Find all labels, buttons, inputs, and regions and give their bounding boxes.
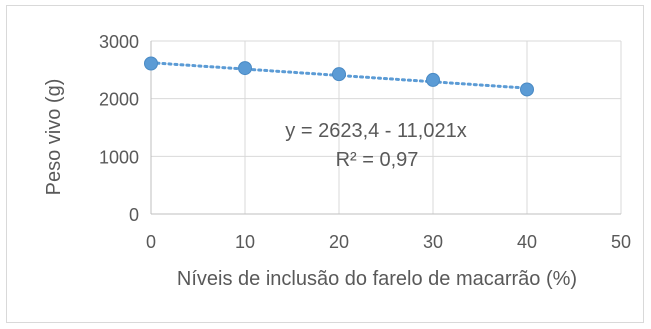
- y-tick-labels: 0 1000 2000 3000: [99, 32, 139, 225]
- data-point: [332, 67, 346, 82]
- r-squared-label: R² = 0,97: [336, 149, 419, 171]
- x-tick-label: 30: [423, 232, 443, 252]
- y-axis-label: Peso vivo (g): [43, 79, 65, 196]
- data-point: [520, 82, 534, 97]
- y-tick-label: 0: [129, 205, 139, 225]
- y-tick-label: 3000: [99, 32, 139, 52]
- x-tick-label: 0: [146, 232, 156, 252]
- x-tick-label: 50: [611, 232, 631, 252]
- chart-frame: 0 1000 2000 3000 0 10 20 30 40 50 y = 2623,4 - 1…: [6, 5, 644, 323]
- data-point: [238, 61, 252, 76]
- equation-label: y = 2623,4 - 11,021x: [285, 120, 466, 142]
- y-tick-label: 1000: [99, 147, 139, 167]
- y-tick-label: 2000: [99, 90, 139, 110]
- x-tick-label: 20: [329, 232, 349, 252]
- x-tick-label: 10: [235, 232, 255, 252]
- data-points: [144, 56, 534, 97]
- data-point: [426, 72, 440, 87]
- scatter-chart: 0 1000 2000 3000 0 10 20 30 40 50 y = 2623,4 - 1…: [43, 32, 631, 290]
- x-tick-labels: 0 10 20 30 40 50: [146, 232, 631, 252]
- x-axis-label: Níveis de inclusão do farelo de macarrão…: [177, 268, 577, 290]
- data-point: [144, 56, 158, 71]
- x-tick-label: 40: [517, 232, 537, 252]
